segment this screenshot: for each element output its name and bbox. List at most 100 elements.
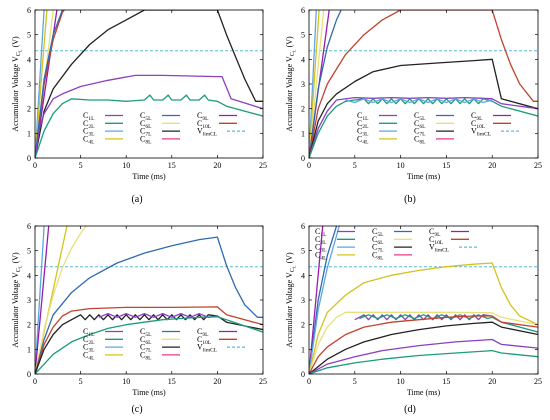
panel-caption: (c) bbox=[131, 404, 142, 415]
legend-entry-label: C2L bbox=[315, 235, 327, 246]
legend-entry-label: C5L bbox=[140, 111, 152, 122]
legend-entry-label: C4L bbox=[83, 134, 95, 145]
y-tick-label: 2 bbox=[301, 321, 305, 330]
chart-panel-4: 0 1 2 3 4 5 6 0 5 10 15 20 25 Time (ms) Accumulator Vo… bbox=[285, 222, 542, 415]
series-line-5 bbox=[309, 311, 538, 374]
y-tick-label: 0 bbox=[27, 370, 31, 379]
x-tick-label: 5 bbox=[79, 161, 83, 170]
series-line-5 bbox=[35, 236, 263, 374]
series-line-7 bbox=[35, 314, 263, 374]
chart-panel-3: 0 1 2 3 4 5 6 0 5 10 15 20 25 Time (ms) Accumulator Vo… bbox=[11, 222, 267, 415]
x-axis-label: Time (ms) bbox=[132, 388, 166, 397]
legend-entry-label: C4L bbox=[357, 134, 369, 145]
legend-entry-label: C1L bbox=[83, 327, 95, 338]
x-tick-label: 10 bbox=[122, 377, 130, 386]
y-tick-label: 5 bbox=[27, 31, 31, 40]
y-tick-label: 3 bbox=[27, 296, 31, 305]
x-tick-label: 25 bbox=[534, 377, 542, 386]
legend-entry-label: C5L bbox=[140, 327, 152, 338]
series-line-8 bbox=[35, 74, 263, 158]
y-tick-label: 6 bbox=[301, 6, 305, 15]
legend-entry-label: C8L bbox=[140, 134, 152, 145]
x-tick-label: 0 bbox=[33, 161, 37, 170]
series-line-8 bbox=[309, 315, 538, 374]
y-axis-label: Accumulator Voltage VCL (V) bbox=[11, 252, 23, 348]
chart-panel-2: 0 1 2 3 4 5 6 0 5 10 15 20 25 Time (ms) Accumulator Vo… bbox=[285, 6, 542, 205]
y-axis-label: Accumulator Voltage VCL (V) bbox=[285, 252, 297, 348]
x-tick-label: 0 bbox=[307, 377, 311, 386]
x-tick-label: 5 bbox=[353, 161, 357, 170]
y-tick-label: 2 bbox=[27, 105, 31, 114]
y-tick-label: 1 bbox=[301, 129, 305, 138]
y-tick-label: 4 bbox=[27, 55, 31, 64]
y-tick-label: 0 bbox=[27, 154, 31, 163]
series-line-7 bbox=[35, 10, 263, 158]
y-tick-label: 1 bbox=[301, 345, 305, 354]
y-tick-label: 3 bbox=[301, 80, 305, 89]
y-tick-label: 3 bbox=[27, 80, 31, 89]
x-tick-label: 0 bbox=[307, 161, 311, 170]
x-tick-label: 10 bbox=[397, 161, 405, 170]
series-line-4 bbox=[309, 262, 538, 374]
series-line-9 bbox=[35, 94, 263, 158]
legend-entry-label: C1L bbox=[357, 111, 369, 122]
legend-entry-label: C1L bbox=[83, 111, 95, 122]
series-line-6 bbox=[309, 10, 538, 158]
x-tick-label: 15 bbox=[442, 161, 450, 170]
legend-entry-label: C8L bbox=[372, 250, 384, 261]
legend-entry-label: VlimCL bbox=[197, 127, 218, 138]
y-tick-label: 6 bbox=[27, 222, 31, 231]
legend-entry-label: C10L bbox=[471, 119, 486, 130]
plot-area bbox=[35, 10, 263, 158]
legend-entry-label: C9L bbox=[471, 111, 483, 122]
y-tick-label: 2 bbox=[301, 105, 305, 114]
series-line-6 bbox=[35, 10, 64, 158]
x-tick-label: 10 bbox=[122, 161, 130, 170]
y-tick-label: 4 bbox=[27, 271, 31, 280]
legend-entry-label: C4L bbox=[315, 250, 327, 261]
series-line-2 bbox=[309, 226, 338, 374]
y-tick-label: 0 bbox=[301, 370, 305, 379]
x-tick-label: 5 bbox=[353, 377, 357, 386]
x-tick-label: 15 bbox=[168, 377, 176, 386]
series-line-9 bbox=[309, 321, 538, 374]
series-line-10 bbox=[345, 98, 493, 104]
y-axis-label: Accumulator Voltage VCL (V) bbox=[11, 36, 23, 132]
legend-entry-label: C6L bbox=[414, 119, 426, 130]
x-tick-label: 20 bbox=[488, 377, 496, 386]
y-tick-label: 6 bbox=[301, 222, 305, 231]
legend-entry-label: C2L bbox=[83, 335, 95, 346]
x-tick-label: 10 bbox=[397, 377, 405, 386]
legend-entry-label: C9L bbox=[197, 111, 209, 122]
legend-entry-label: C6L bbox=[140, 119, 152, 130]
legend-entry-label: C10L bbox=[197, 335, 212, 346]
series-line-11 bbox=[309, 349, 538, 374]
x-tick-label: 0 bbox=[33, 377, 37, 386]
legend-entry-label: C6L bbox=[372, 235, 384, 246]
series-line-3 bbox=[309, 226, 340, 374]
legend-entry-label: C3L bbox=[357, 127, 369, 138]
legend-entry-label: C9L bbox=[197, 327, 209, 338]
y-tick-label: 4 bbox=[301, 271, 305, 280]
legend-entry-label: C9L bbox=[429, 227, 441, 238]
plot-area bbox=[309, 226, 538, 374]
series-line-10 bbox=[309, 338, 538, 374]
series-line-7 bbox=[309, 58, 538, 158]
x-tick-label: 20 bbox=[213, 161, 221, 170]
x-tick-label: 25 bbox=[259, 377, 267, 386]
series-line-8 bbox=[98, 312, 218, 318]
y-axis-label: Accumulator Voltage VCL (V) bbox=[285, 36, 297, 132]
x-tick-label: 5 bbox=[79, 377, 83, 386]
legend-entry-label: VlimCL bbox=[471, 127, 492, 138]
legend-entry-label: C5L bbox=[414, 111, 426, 122]
legend-entry-label: C7L bbox=[140, 127, 152, 138]
x-tick-label: 25 bbox=[534, 161, 542, 170]
series-line-6 bbox=[35, 306, 263, 374]
x-axis-label: Time (ms) bbox=[132, 172, 166, 181]
plot-area bbox=[309, 10, 538, 158]
x-tick-label: 25 bbox=[259, 161, 267, 170]
